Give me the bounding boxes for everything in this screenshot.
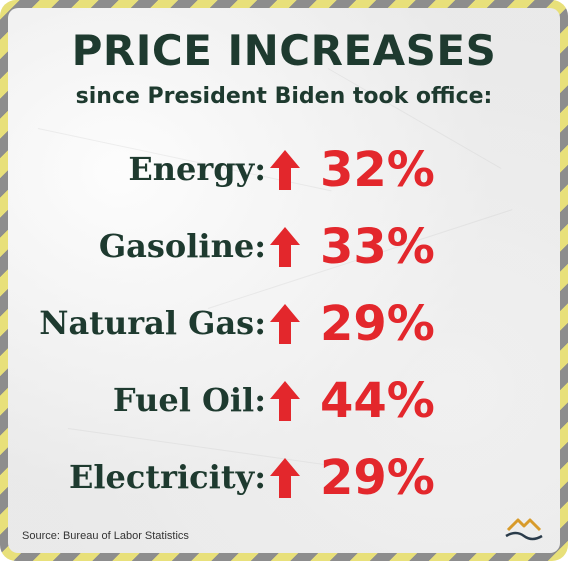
- up-arrow-icon: [270, 458, 300, 498]
- row-label: Electricity:: [68, 458, 266, 496]
- row-label: Energy:: [128, 150, 266, 188]
- row-value: 32%: [320, 142, 435, 198]
- page-subtitle: since President Biden took office:: [75, 84, 493, 109]
- up-arrow-icon: [270, 227, 300, 267]
- price-row-fuel-oil: Fuel Oil: 44%: [8, 373, 560, 433]
- up-arrow-icon: [270, 150, 300, 190]
- row-label: Fuel Oil:: [112, 381, 266, 419]
- page-title: PRICE INCREASES: [71, 26, 497, 75]
- price-row-energy: Energy: 32%: [8, 142, 560, 202]
- up-arrow-icon: [270, 304, 300, 344]
- price-row-gasoline: Gasoline: 33%: [8, 219, 560, 279]
- crumpled-paper-background: PRICE INCREASES since President Biden to…: [8, 8, 560, 553]
- price-row-natural-gas: Natural Gas: 29%: [8, 296, 560, 356]
- row-label: Gasoline:: [98, 227, 266, 265]
- row-value: 29%: [320, 450, 435, 506]
- price-row-electricity: Electricity: 29%: [8, 450, 560, 510]
- up-arrow-icon: [270, 381, 300, 421]
- source-note: Source: Bureau of Labor Statistics: [22, 530, 189, 542]
- row-label: Natural Gas:: [39, 304, 266, 342]
- row-value: 29%: [320, 296, 435, 352]
- row-value: 33%: [320, 219, 435, 275]
- mountain-logo-icon: [505, 518, 543, 541]
- row-value: 44%: [320, 373, 435, 429]
